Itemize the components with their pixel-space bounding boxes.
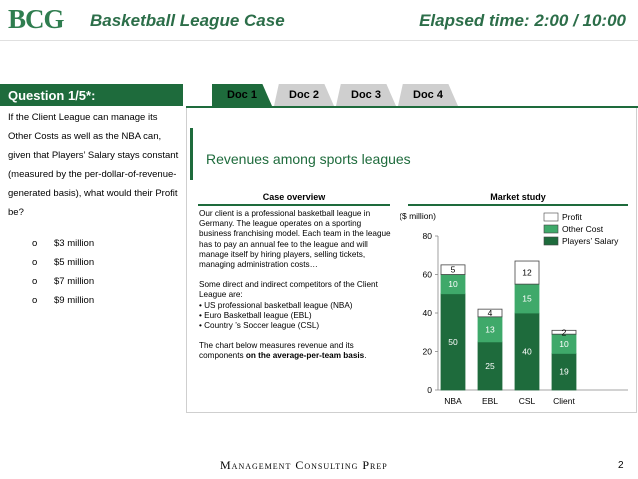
- header-divider: [0, 40, 638, 41]
- data-label: 5: [451, 265, 456, 275]
- bar-segment: [477, 308, 503, 318]
- bcg-logo: BCG: [8, 4, 65, 34]
- tab-doc-1[interactable]: Doc 1: [212, 84, 272, 106]
- answer-option[interactable]: o $7 million: [32, 276, 182, 295]
- bar-segment: [514, 312, 540, 391]
- y-tick-label: 60: [423, 270, 433, 280]
- doc-panel: [186, 108, 637, 413]
- legend-label: Other Cost: [562, 224, 604, 234]
- bullet-icon: o: [32, 295, 38, 306]
- data-label: 4: [488, 308, 493, 318]
- competitor-item: • Euro Basketball league (EBL): [199, 310, 312, 320]
- market-study-title: Market study: [490, 192, 546, 202]
- data-label: 15: [522, 294, 532, 304]
- data-label: 19: [559, 367, 569, 377]
- bar-segment: [514, 260, 540, 285]
- x-tick-label: Client: [553, 396, 575, 406]
- doc-title-marker: [190, 128, 193, 180]
- y-axis-label: ($ million): [400, 211, 436, 221]
- bar-segment: [440, 264, 466, 275]
- data-label: 12: [522, 268, 532, 278]
- data-label: 25: [485, 361, 495, 371]
- answer-option[interactable]: o $3 million: [32, 238, 182, 257]
- data-label: 40: [522, 347, 532, 357]
- y-tick-label: 20: [423, 347, 433, 357]
- bar-segment: [551, 329, 577, 335]
- data-label: 13: [485, 324, 495, 334]
- tab-doc-4[interactable]: Doc 4: [398, 84, 458, 106]
- question-label-bar: Question 1/5*:: [0, 84, 183, 106]
- header-title: Basketball League Case: [90, 11, 285, 30]
- data-label: 2: [562, 327, 567, 337]
- elapsed-time: Elapsed time: 2:00 / 10:00: [419, 11, 626, 30]
- doc-title: Revenues among sports leagues: [206, 151, 411, 167]
- case-overview-paragraph: Some direct and indirect competitors of …: [199, 280, 378, 300]
- x-tick-label: CSL: [519, 396, 536, 406]
- legend-swatch: [543, 212, 559, 222]
- bar-segment: [514, 283, 540, 314]
- legend-swatch: [543, 224, 559, 234]
- legend-swatch: [543, 236, 559, 246]
- case-overview-divider: [198, 204, 390, 206]
- answer-option-label: $9 million: [54, 295, 95, 306]
- case-overview-body: Our client is a professional basketball …: [199, 209, 391, 362]
- y-tick-label: 40: [423, 308, 433, 318]
- data-label: 10: [448, 279, 458, 289]
- case-overview-paragraph: Our client is a professional basketball …: [199, 209, 391, 270]
- answer-option-label: $5 million: [54, 257, 95, 268]
- y-tick-label: 80: [423, 231, 433, 241]
- tab-doc-2[interactable]: Doc 2: [274, 84, 334, 106]
- legend-label: Profit: [562, 212, 582, 222]
- competitor-item: • Country ’s Soccer league (CSL): [199, 321, 320, 331]
- bullet-icon: o: [32, 238, 38, 249]
- market-study-divider: [408, 204, 628, 206]
- page-number: 2: [618, 460, 624, 471]
- answer-option-label: $7 million: [54, 276, 95, 287]
- answer-options: o $3 million o $5 million o $7 million o $9 …: [32, 238, 182, 314]
- x-tick-label: EBL: [482, 396, 498, 406]
- tab-underline: [186, 106, 638, 108]
- legend-label: Players’ Salary: [562, 236, 619, 246]
- bar-segment: [477, 316, 503, 343]
- question-label: Question 1/5*:: [8, 88, 96, 103]
- market-study-chart: 0 20 40 60 80 ($ million) 50 10 5 NBA 25 13 4 EBL 40 15…: [400, 211, 628, 406]
- footer-brand: Management Consulting Prep: [220, 458, 388, 472]
- question-text: If the Client League can manage its Othe…: [8, 112, 179, 218]
- tab-doc-3[interactable]: Doc 3: [336, 84, 396, 106]
- data-label: 10: [559, 339, 569, 349]
- bar-segment: [551, 353, 577, 391]
- bullet-icon: o: [32, 257, 38, 268]
- case-overview-title: Case overview: [262, 192, 326, 202]
- answer-option-label: $3 million: [54, 238, 95, 249]
- x-tick-label: NBA: [444, 396, 462, 406]
- competitor-item: • US professional basketball league (NBA…: [199, 300, 353, 310]
- answer-option[interactable]: o $9 million: [32, 295, 182, 314]
- data-label: 50: [448, 337, 458, 347]
- bullet-icon: o: [32, 276, 38, 287]
- y-tick-label: 0: [427, 385, 432, 395]
- answer-option[interactable]: o $5 million: [32, 257, 182, 276]
- case-overview-paragraph: The chart below measures revenue and its…: [199, 341, 367, 361]
